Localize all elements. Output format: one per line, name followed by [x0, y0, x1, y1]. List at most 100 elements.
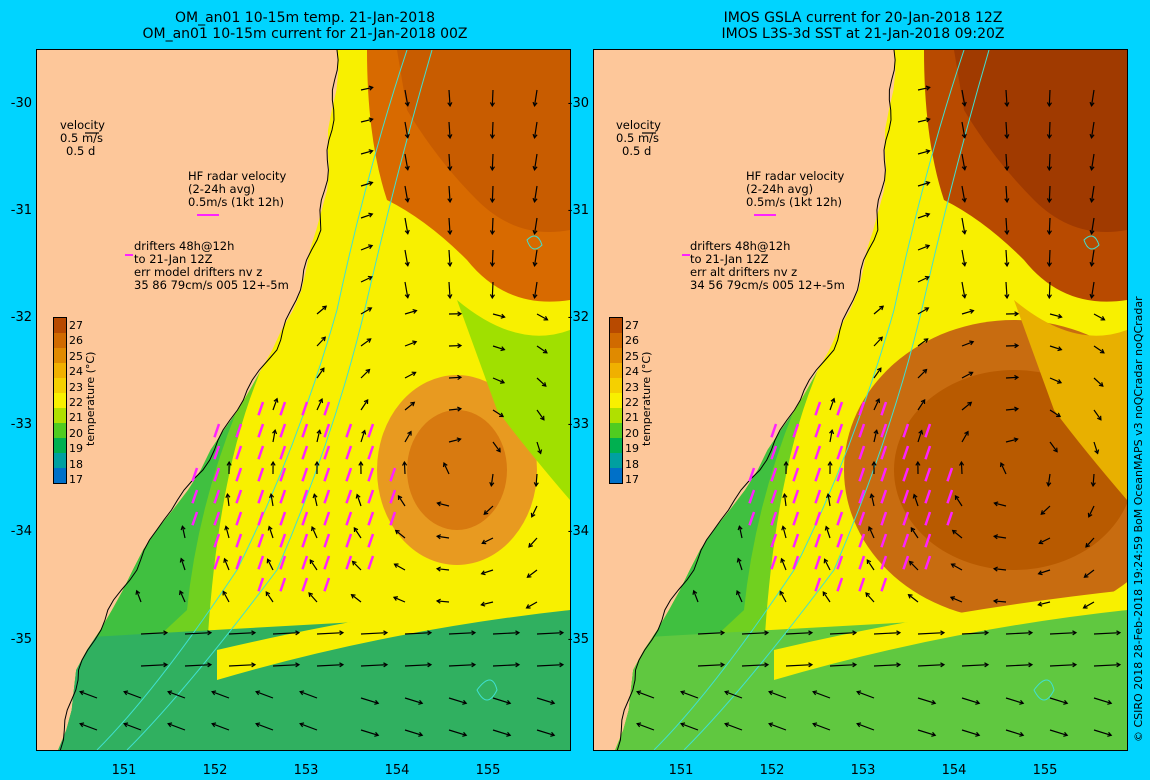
drifter-line3: err alt drifters nv z	[690, 265, 798, 279]
y-tick: -30	[567, 96, 589, 111]
right-panel-title: IMOS GSLA current for 20-Jan-2018 12Z IM…	[593, 10, 1133, 42]
colorbar-segment	[54, 438, 66, 453]
x-tick: 153	[850, 763, 876, 778]
left-colorbar-tick: 18	[69, 457, 83, 471]
right-hf-legend: HF radar velocity (2-24h avg) 0.5m/s (1k…	[746, 170, 844, 209]
colorbar-segment	[54, 468, 66, 483]
hf-avg: (2-24h avg)	[188, 182, 256, 196]
colorbar-segment	[54, 408, 66, 423]
colorbar-segment	[54, 318, 66, 333]
colorbar-segment	[610, 318, 622, 333]
right-colorbar-tick: 23	[625, 380, 639, 394]
colorbar-segment	[54, 378, 66, 393]
velocity-scale-ms: 0.5 m/s	[616, 131, 660, 145]
x-tick: 155	[1032, 763, 1058, 778]
colorbar-segment	[610, 348, 622, 363]
y-tick: -30	[10, 96, 32, 111]
left-colorbar-tick: 20	[69, 426, 83, 440]
right-colorbar-tick: 26	[625, 334, 639, 348]
left-colorbar-tick: 26	[69, 334, 83, 348]
left-colorbar-tick: 21	[69, 411, 83, 425]
colorbar-segment	[54, 348, 66, 363]
left-colorbar-tick: 23	[69, 380, 83, 394]
drifter-line2: to 21-Jan 12Z	[690, 252, 769, 266]
y-tick: -35	[567, 632, 589, 647]
colorbar-segment	[610, 453, 622, 468]
y-tick: -33	[10, 417, 32, 432]
hf-title: HF radar velocity	[746, 169, 845, 183]
drifter-line4: 35 86 79cm/s 005 12+-5m	[134, 278, 289, 292]
left-colorbar-label: temperature (°C)	[84, 351, 97, 446]
y-tick: -34	[10, 524, 32, 539]
left-map	[36, 49, 571, 751]
right-colorbar-tick: 17	[625, 473, 639, 486]
y-tick: -31	[10, 203, 32, 218]
drifter-line1: drifters 48h@12h	[690, 239, 791, 253]
right-colorbar-tick: 22	[625, 396, 639, 409]
left-colorbar-tick: 17	[69, 473, 83, 486]
x-tick: 152	[202, 763, 228, 778]
credit-text: © CSIRO 2018 28-Feb-2018 19:24:59 BoM Oc…	[1132, 296, 1145, 742]
sst-field	[594, 50, 1127, 750]
velocity-title: velocity	[60, 118, 105, 132]
right-colorbar-tick: 24	[625, 365, 639, 379]
drifter-line3: err model drifters nv z	[134, 265, 263, 279]
x-tick: 153	[293, 763, 319, 778]
colorbar-segment	[54, 333, 66, 348]
left-drifter-legend: drifters 48h@12h to 21-Jan 12Z err model…	[134, 240, 289, 292]
y-tick: -34	[567, 524, 589, 539]
left-velocity-legend: velocity 0.5 m/s 0.5 d	[60, 119, 105, 158]
colorbar-segment	[54, 423, 66, 438]
y-tick: -32	[567, 310, 589, 325]
velocity-scale-ms: 0.5 m/s	[60, 131, 104, 145]
hf-scale: 0.5m/s (1kt 12h)	[746, 195, 843, 209]
right-title-line2: IMOS L3S-3d SST at 21-Jan-2018 09:20Z	[721, 26, 1005, 42]
hf-scale: 0.5m/s (1kt 12h)	[188, 195, 285, 209]
left-panel-title: OM_an01 10-15m temp. 21-Jan-2018 OM_an01…	[35, 10, 575, 42]
colorbar-segment	[54, 393, 66, 408]
right-title-line1: IMOS GSLA current for 20-Jan-2018 12Z	[723, 10, 1003, 26]
colorbar-segment	[610, 363, 622, 378]
y-tick: -32	[10, 310, 32, 325]
colorbar-segment	[54, 453, 66, 468]
colorbar-segment	[610, 378, 622, 393]
x-tick: 151	[111, 763, 137, 778]
x-tick: 152	[759, 763, 785, 778]
x-tick: 155	[475, 763, 501, 778]
hf-avg: (2-24h avg)	[746, 182, 814, 196]
right-colorbar-tick: 21	[625, 411, 639, 425]
sst-field	[37, 50, 570, 750]
left-title-line2: OM_an01 10-15m current for 21-Jan-2018 0…	[142, 26, 468, 42]
left-colorbar	[53, 317, 67, 484]
colorbar-segment	[610, 393, 622, 408]
left-colorbar-tick: 25	[69, 349, 83, 363]
colorbar-segment	[610, 423, 622, 438]
right-colorbar-label: temperature (°C)	[640, 351, 653, 446]
right-velocity-legend: velocity 0.5 m/s 0.5 d	[616, 119, 661, 158]
left-title-line1: OM_an01 10-15m temp. 21-Jan-2018	[174, 10, 436, 26]
y-tick: -35	[10, 632, 32, 647]
x-tick: 151	[668, 763, 694, 778]
x-tick: 154	[941, 763, 967, 778]
drifter-line2: to 21-Jan 12Z	[134, 252, 213, 266]
right-colorbar-tick: 20	[625, 426, 639, 440]
velocity-scale-d: 0.5 d	[622, 144, 652, 158]
left-colorbar-tick: 24	[69, 365, 83, 379]
velocity-title: velocity	[616, 118, 661, 132]
x-tick: 154	[384, 763, 410, 778]
y-tick: -33	[567, 417, 589, 432]
left-colorbar-tick: 22	[69, 396, 83, 409]
drifter-line4: 34 56 79cm/s 005 12+-5m	[690, 278, 845, 292]
left-hf-legend: HF radar velocity (2-24h avg) 0.5m/s (1k…	[188, 170, 286, 209]
right-colorbar-tick: 27	[625, 319, 639, 332]
y-tick: -31	[567, 203, 589, 218]
colorbar-segment	[54, 363, 66, 378]
right-colorbar-tick: 19	[625, 442, 639, 456]
left-colorbar-tick: 27	[69, 319, 83, 332]
velocity-scale-d: 0.5 d	[66, 144, 96, 158]
drifter-line1: drifters 48h@12h	[134, 239, 235, 253]
right-colorbar	[609, 317, 623, 484]
colorbar-segment	[610, 438, 622, 453]
right-drifter-legend: drifters 48h@12h to 21-Jan 12Z err alt d…	[690, 240, 845, 292]
left-colorbar-tick: 19	[69, 442, 83, 456]
